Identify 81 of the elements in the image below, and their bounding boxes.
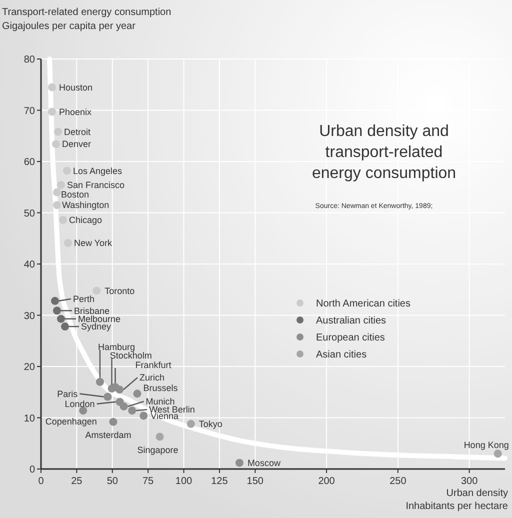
annotation: Munich (146, 396, 175, 407)
y-tick-label: 0 (29, 464, 36, 476)
annotation: Copenhagen (45, 416, 97, 427)
point (48, 83, 56, 92)
legend-label: European cities (316, 332, 385, 344)
x-tick-label: 25 (71, 476, 83, 487)
x-tick-label: 200 (318, 476, 336, 487)
legend-label: Asian cities (316, 350, 367, 360)
y-tick-label: 60 (24, 157, 36, 168)
point (186, 420, 195, 428)
point (48, 108, 56, 116)
annotation: Tokyo (198, 419, 222, 430)
annotation: Brisbane (74, 306, 110, 316)
annotation: Denver (62, 139, 92, 150)
annotation: Houston (58, 82, 93, 92)
point (140, 412, 148, 420)
annotation: Sydney (80, 322, 112, 332)
annotation: Hong Kong (464, 440, 509, 450)
annotation: Hamburg (98, 342, 135, 352)
x-tick-label: 125 (211, 476, 228, 487)
annotation: Perth (72, 294, 95, 304)
annotation: San Francisco (66, 180, 125, 190)
annotation: Stockholm (110, 350, 152, 361)
annotation: New York (74, 238, 113, 248)
point (52, 306, 61, 315)
point (128, 406, 136, 415)
point (156, 432, 164, 441)
point (56, 314, 65, 323)
legend-label: North American cities (316, 298, 410, 310)
annotation: London (64, 399, 95, 410)
point (52, 188, 61, 196)
annotation: Singapore (137, 444, 178, 455)
y-tick-label: 40 (24, 260, 36, 270)
y-tick-label: 10 (24, 413, 36, 424)
y-tick-label: 30 (24, 310, 36, 322)
annotation: Zurich (140, 372, 165, 383)
annotation: Phoenix (58, 106, 92, 117)
x-tick-label: 150 (246, 476, 264, 487)
point (235, 458, 244, 467)
x-tick-label: 300 (460, 476, 478, 487)
y-tick-label: 50 (24, 208, 36, 220)
x-tick-label: 0 (38, 476, 44, 487)
y-tick-label: 20 (24, 362, 36, 373)
x-tick-label: 75 (142, 476, 154, 487)
annotation: Melbourne (78, 314, 121, 324)
annotation: Washington (62, 200, 110, 210)
point (96, 378, 104, 386)
y-tick-label: 70 (24, 106, 36, 117)
x-tick-label: 250 (390, 476, 407, 487)
point (133, 390, 142, 398)
point (109, 418, 118, 426)
x-tick-label: 100 (175, 476, 193, 487)
point (494, 450, 502, 458)
annotation: Frankfurt (135, 360, 172, 370)
point (92, 286, 101, 295)
x-tick-label: 50 (106, 476, 118, 487)
point (52, 201, 61, 210)
point (58, 216, 67, 224)
annotation: Moscow (247, 458, 281, 468)
point (60, 322, 69, 331)
y-tick-label: 80 (24, 54, 36, 66)
annotation: Chicago (68, 215, 102, 226)
legend-label: Australian cities (316, 316, 386, 326)
annotation: Paris (57, 388, 78, 399)
annotation: Detroit (64, 126, 91, 137)
point (54, 128, 62, 136)
point (116, 386, 124, 394)
text: Urban density and transport-related energy consumption (312, 123, 456, 182)
point (62, 166, 71, 175)
point (56, 181, 65, 190)
point (52, 140, 60, 148)
point (50, 296, 59, 305)
annotation: Los Angeles (72, 166, 123, 176)
y-axis-title: Transport-related energy consumption Gigajoules per capita per year (2, 7, 172, 32)
annotation: Brussels (143, 382, 178, 393)
annotation: Boston (60, 189, 90, 200)
point (104, 392, 112, 401)
annotation: Amsterdam (85, 430, 132, 440)
point (116, 398, 124, 406)
annotation: Toronto (104, 286, 135, 296)
x-axis-title: Urban density Inhabitants per hectare (406, 488, 508, 512)
